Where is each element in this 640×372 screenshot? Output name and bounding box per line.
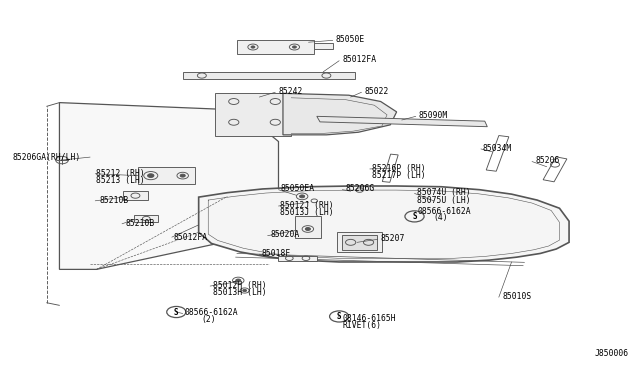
Text: 85207: 85207 (381, 234, 405, 243)
Text: 85012H (RH): 85012H (RH) (212, 281, 266, 290)
Text: 85013H (LH): 85013H (LH) (212, 288, 266, 297)
Circle shape (292, 46, 296, 48)
Text: 85216P (RH): 85216P (RH) (372, 164, 426, 173)
Polygon shape (182, 72, 355, 79)
Text: 85206GA(RH/LH): 85206GA(RH/LH) (12, 153, 81, 161)
Polygon shape (283, 93, 397, 135)
Circle shape (148, 174, 154, 177)
Text: 85090M: 85090M (419, 111, 448, 120)
Text: 85010S: 85010S (502, 292, 531, 301)
Text: 85210B: 85210B (125, 219, 154, 228)
Text: 08566-6162A: 08566-6162A (417, 207, 470, 216)
Polygon shape (198, 186, 569, 262)
FancyBboxPatch shape (308, 192, 321, 204)
Text: 85022: 85022 (365, 87, 389, 96)
Text: 85050EA: 85050EA (280, 185, 314, 193)
Text: 08146-6165H: 08146-6165H (342, 314, 396, 323)
Text: 85012FA: 85012FA (173, 232, 207, 242)
Text: 85242: 85242 (278, 87, 303, 96)
Text: (4): (4) (434, 213, 448, 222)
Circle shape (305, 228, 310, 231)
Polygon shape (314, 43, 333, 49)
Polygon shape (317, 116, 487, 127)
Circle shape (300, 195, 305, 198)
Text: 85212 (RH): 85212 (RH) (97, 169, 145, 177)
FancyBboxPatch shape (295, 217, 321, 237)
Text: (2): (2) (201, 315, 216, 324)
Polygon shape (237, 39, 314, 54)
Circle shape (243, 289, 246, 292)
Text: 85012FA: 85012FA (342, 55, 376, 64)
Text: 85206: 85206 (536, 156, 560, 165)
FancyBboxPatch shape (342, 235, 378, 250)
Text: 85018F: 85018F (261, 249, 291, 258)
Text: 85050E: 85050E (336, 35, 365, 44)
Polygon shape (60, 103, 278, 269)
Text: 85074U (RH): 85074U (RH) (417, 188, 470, 197)
Text: 85217P (LH): 85217P (LH) (372, 171, 426, 180)
Text: 85013J (LH): 85013J (LH) (280, 208, 334, 217)
Text: 85213 (LH): 85213 (LH) (97, 176, 145, 185)
Text: S: S (337, 312, 342, 321)
FancyBboxPatch shape (134, 215, 159, 222)
Text: 85075U (LH): 85075U (LH) (417, 196, 470, 205)
Text: 85206G: 85206G (346, 185, 375, 193)
Text: 85210B: 85210B (100, 196, 129, 205)
Polygon shape (278, 256, 317, 261)
FancyBboxPatch shape (350, 186, 369, 195)
Text: S: S (412, 212, 417, 221)
Text: 85020A: 85020A (270, 230, 300, 240)
Polygon shape (138, 167, 195, 184)
Text: 08566-6162A: 08566-6162A (184, 308, 238, 317)
FancyBboxPatch shape (123, 191, 148, 200)
Text: J850006: J850006 (595, 349, 628, 358)
Text: S: S (174, 308, 179, 317)
Polygon shape (214, 93, 291, 136)
Text: RIVET(6): RIVET(6) (342, 321, 381, 330)
Circle shape (251, 46, 255, 48)
Text: 85034M: 85034M (483, 144, 512, 153)
Circle shape (180, 174, 185, 177)
FancyBboxPatch shape (337, 232, 382, 252)
Text: 85012J (RH): 85012J (RH) (280, 201, 334, 210)
Circle shape (236, 279, 241, 282)
